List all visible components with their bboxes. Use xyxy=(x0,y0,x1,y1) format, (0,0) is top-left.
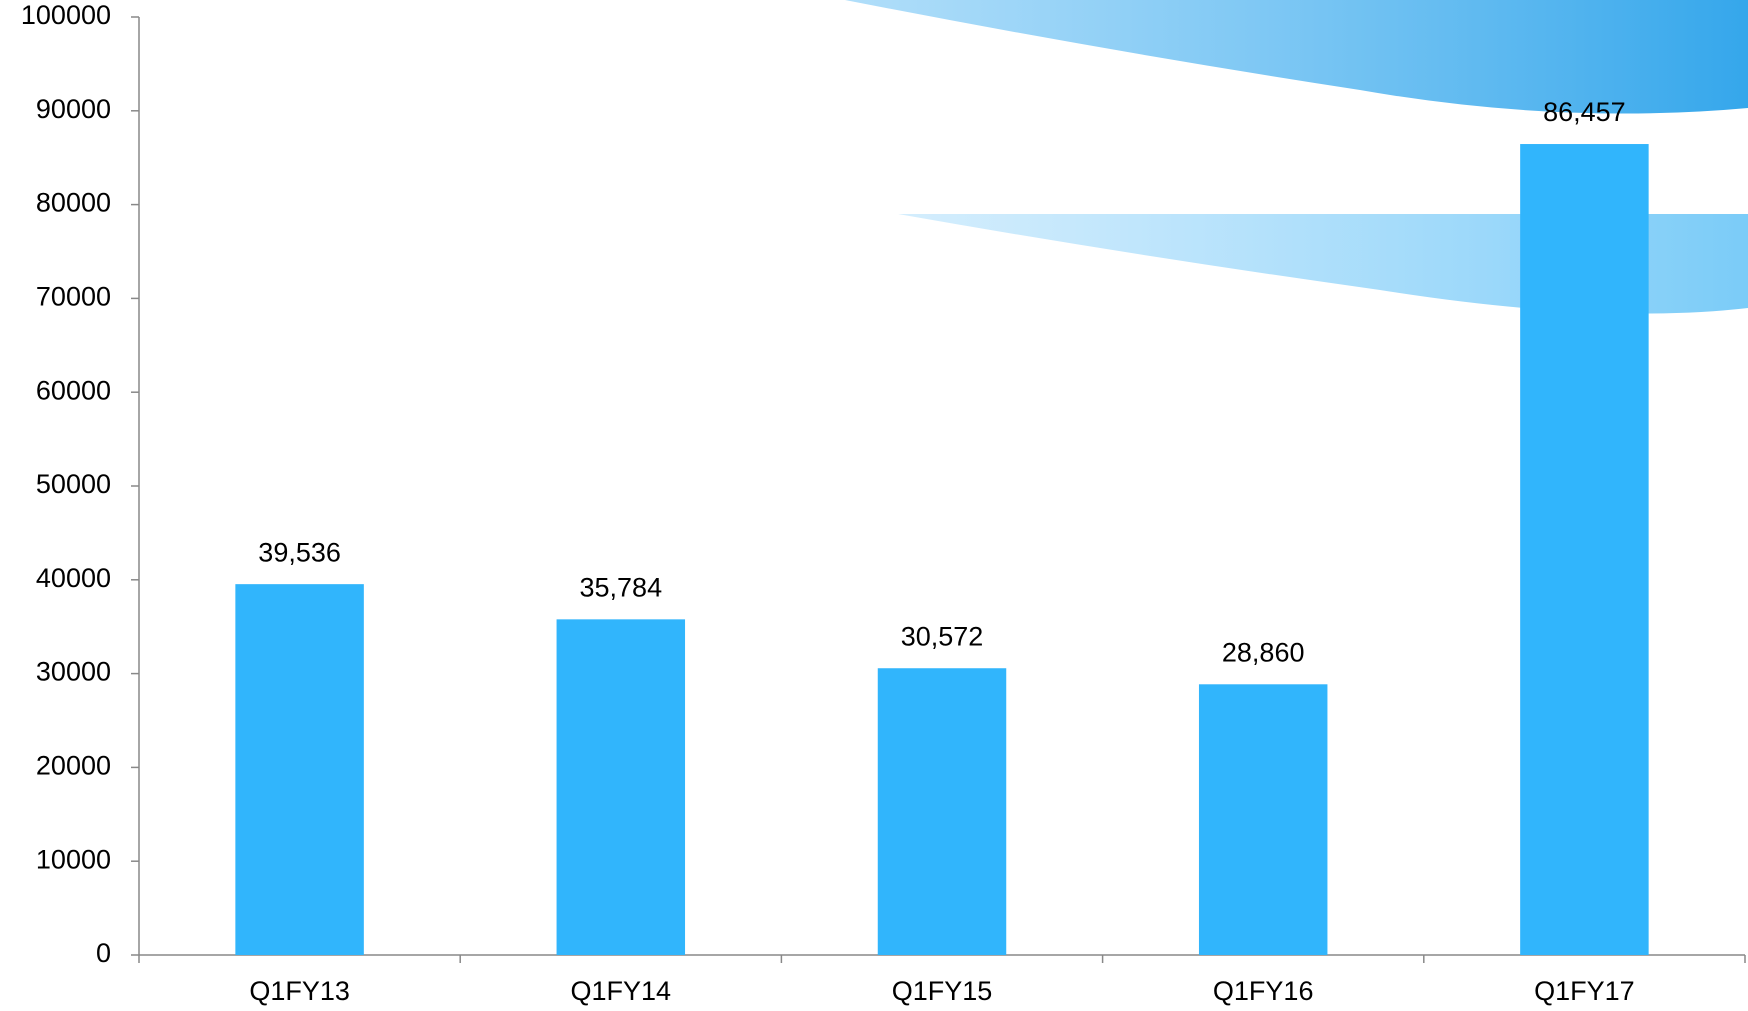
bar xyxy=(556,619,686,955)
bar xyxy=(1520,144,1649,956)
y-tick-label: 80000 xyxy=(36,188,111,218)
value-label: 86,457 xyxy=(1543,97,1626,127)
y-tick-label: 90000 xyxy=(36,94,111,124)
y-tick-label: 30000 xyxy=(36,657,111,687)
value-label: 39,536 xyxy=(258,537,341,567)
x-tick-label: Q1FY16 xyxy=(1213,976,1314,1006)
x-tick-label: Q1FY17 xyxy=(1534,976,1635,1006)
bar xyxy=(1198,684,1328,955)
y-tick-label: 20000 xyxy=(36,751,111,781)
value-label: 30,572 xyxy=(901,621,984,651)
x-tick-label: Q1FY15 xyxy=(892,976,993,1006)
x-tick-label: Q1FY13 xyxy=(249,976,350,1006)
y-tick-label: 10000 xyxy=(36,844,111,874)
y-tick-label: 50000 xyxy=(36,469,111,499)
bar xyxy=(877,668,1007,955)
y-tick-label: 0 xyxy=(96,938,111,968)
x-tick-label: Q1FY14 xyxy=(571,976,672,1006)
bar xyxy=(235,584,364,955)
value-label: 28,860 xyxy=(1222,637,1305,667)
value-label: 35,784 xyxy=(580,572,663,602)
y-tick-label: 40000 xyxy=(36,563,111,593)
y-tick-label: 100000 xyxy=(21,0,111,30)
y-tick-label: 70000 xyxy=(36,282,111,312)
y-tick-label: 60000 xyxy=(36,375,111,405)
